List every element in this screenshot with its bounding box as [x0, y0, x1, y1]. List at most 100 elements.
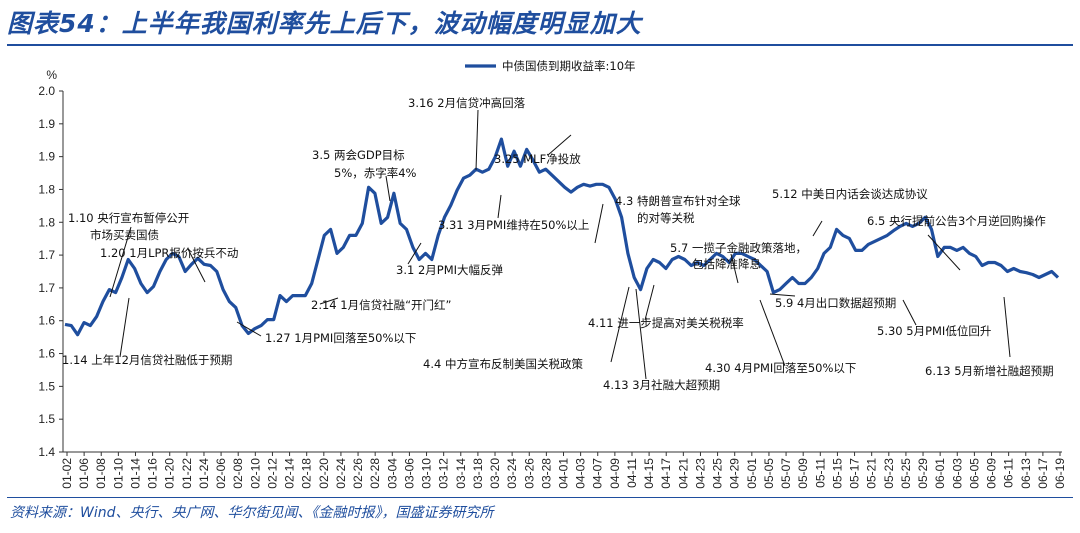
x-tick-label: 03-24 [505, 458, 519, 489]
x-tick-label: 04-15 [642, 458, 656, 489]
x-tick-label: 05-11 [813, 458, 827, 488]
x-tick-label: 04-01 [557, 458, 571, 489]
annotation-leader [635, 288, 647, 380]
x-tick-label: 02-12 [265, 458, 279, 489]
annotation-leader [644, 284, 655, 321]
x-tick-label: 05-05 [762, 458, 776, 489]
annotation-leader [497, 194, 502, 219]
annotation-text: 3.25 MLF净投放 [494, 152, 581, 166]
y-tick-label: 1.7 [38, 281, 55, 295]
x-tick-label: 05-23 [882, 458, 896, 489]
annotation-18: 6.5 央行提前公告3个月逆回购操作 [867, 214, 1046, 271]
x-tick-label: 02-26 [351, 458, 365, 489]
x-tick-label: 02-28 [368, 458, 382, 489]
x-tick-label: 06-05 [967, 458, 981, 489]
x-tick-label: 01-14 [128, 458, 142, 489]
x-tick-label: 05-01 [745, 458, 759, 489]
annotation-16: 5.9 4月出口数据超预期 [769, 293, 896, 310]
x-tick-label: 03-04 [385, 458, 399, 489]
annotation-leader [610, 286, 630, 363]
annotation-text: 1.27 1月PMI回落至50%以下 [265, 331, 416, 345]
annotation-leader [547, 134, 572, 156]
x-tick-label: 04-29 [728, 458, 742, 489]
y-tick-label: 1.5 [38, 412, 55, 426]
annotation-19: 5.30 5月PMI低位回升 [877, 299, 991, 338]
x-tick-label: 02-14 [283, 458, 297, 489]
x-tick-label: 06-03 [950, 458, 964, 489]
annotation-text: 包括降准降息 [692, 257, 761, 271]
x-tick-label: 03-18 [471, 458, 485, 489]
annotation-3: 1.27 1月PMI回落至50%以下 [236, 321, 416, 345]
annotation-leader [319, 297, 339, 305]
x-tick-label: 06-13 [1019, 458, 1033, 489]
y-tick-label: 1.9 [38, 150, 55, 164]
x-tick-label: 01-08 [94, 458, 108, 489]
x-tick-label: 01-02 [60, 458, 74, 489]
x-tick-label: 01-24 [197, 458, 211, 489]
x-tick-label: 03-26 [522, 458, 536, 489]
x-tick-label: 04-09 [608, 458, 622, 489]
x-tick-label: 03-06 [402, 458, 416, 489]
annotation-17: 5.12 中美日内话会谈达成协议 [772, 187, 928, 237]
annotation-text: 6.13 5月新增社融超预期 [925, 364, 1054, 378]
annotation-leader [812, 220, 823, 237]
x-tick-label: 06-11 [1002, 458, 1016, 488]
annotation-text: 3.31 3月PMI维持在50%以上 [438, 218, 589, 232]
annotation-leader [385, 175, 391, 202]
x-tick-label: 05-25 [899, 458, 913, 489]
x-tick-label: 04-03 [574, 458, 588, 489]
annotation-text: 6.5 央行提前公告3个月逆回购操作 [867, 214, 1046, 228]
annotation-text: 4.4 中方宣布反制美国关税政策 [423, 357, 583, 371]
annotation-text: 1.20 1月LPR报价按兵不动 [100, 246, 238, 260]
x-tick-label: 03-28 [539, 458, 553, 489]
annotation-leader [730, 253, 739, 284]
annotation-leader [769, 293, 796, 297]
x-tick-label: 03-14 [454, 458, 468, 489]
x-tick-label: 01-06 [77, 458, 91, 489]
annotation-8: 3.25 MLF净投放 [494, 134, 581, 166]
annotation-leader [119, 297, 130, 358]
x-tick-label: 06-17 [1036, 458, 1050, 489]
x-tick-label: 04-21 [676, 458, 690, 489]
annotation-text: 4.13 3月社融大超预期 [603, 378, 720, 392]
annotation-15: 4.30 4月PMI回落至50%以下 [705, 299, 856, 375]
x-tick-label: 04-17 [659, 458, 673, 489]
annotation-text: 4.3 特朗普宣布针对全球 [615, 194, 741, 208]
x-tick-label: 01-10 [111, 458, 125, 489]
x-tick-label: 02-18 [300, 458, 314, 489]
annotation-leader [927, 234, 961, 271]
x-tick-label: 04-23 [693, 458, 707, 489]
annotation-14: 5.7 一揽子金融政策落地， 包括降准降息 [670, 241, 807, 284]
annotation-5: 3.1 2月PMI大幅反弹 [396, 242, 504, 277]
y-tick-label: 2.0 [38, 84, 55, 98]
y-axis-unit: % [46, 68, 57, 82]
annotation-text: 3.5 两会GDP目标 [312, 148, 405, 162]
annotation-leader [475, 109, 479, 171]
annotation-text: 的对等关税 [637, 211, 695, 225]
x-tick-label: 02-20 [317, 458, 331, 489]
annotation-text: 5.9 4月出口数据超预期 [775, 296, 896, 310]
y-tick-label: 1.7 [38, 248, 55, 262]
annotation-2: 1.14 上年12月信贷社融低于预期 [62, 297, 232, 367]
x-tick-label: 05-15 [830, 458, 844, 489]
annotation-text: 3.16 2月信贷冲高回落 [408, 96, 526, 110]
source-note: 资料来源：Wind、央行、央广网、华尔街见闻、《金融时报》，国盛证券研究所 [10, 505, 494, 521]
series-line-cgb-10y [64, 137, 1060, 337]
annotation-leader [594, 203, 604, 244]
annotation-text: 4.11 进一步提高对美关税税率 [588, 316, 744, 330]
annotation-9: 3.31 3月PMI维持在50%以上 [438, 194, 589, 232]
x-tick-label: 04-25 [711, 458, 725, 489]
x-tick-label: 05-09 [796, 458, 810, 489]
y-tick-label: 1.6 [38, 314, 55, 328]
x-tick-label: 05-17 [848, 458, 862, 489]
annotation-leader [902, 299, 917, 326]
x-tick-label: 05-29 [916, 458, 930, 489]
annotation-text: 3.1 2月PMI大幅反弹 [396, 263, 504, 277]
annotation-12: 4.11 进一步提高对美关税税率 [588, 284, 744, 330]
x-tick-label: 02-08 [231, 458, 245, 489]
annotation-text: 1.10 央行宣布暂停公开 [68, 211, 189, 225]
line-chart: % 2.0 1.9 1.9 1.8 1.8 1.7 1.7 1.6 1.6 1.5 1.5 1.4 01-… [38, 59, 1067, 489]
x-tick-label: 03-20 [488, 458, 502, 489]
y-tick-label: 1.5 [38, 379, 55, 393]
